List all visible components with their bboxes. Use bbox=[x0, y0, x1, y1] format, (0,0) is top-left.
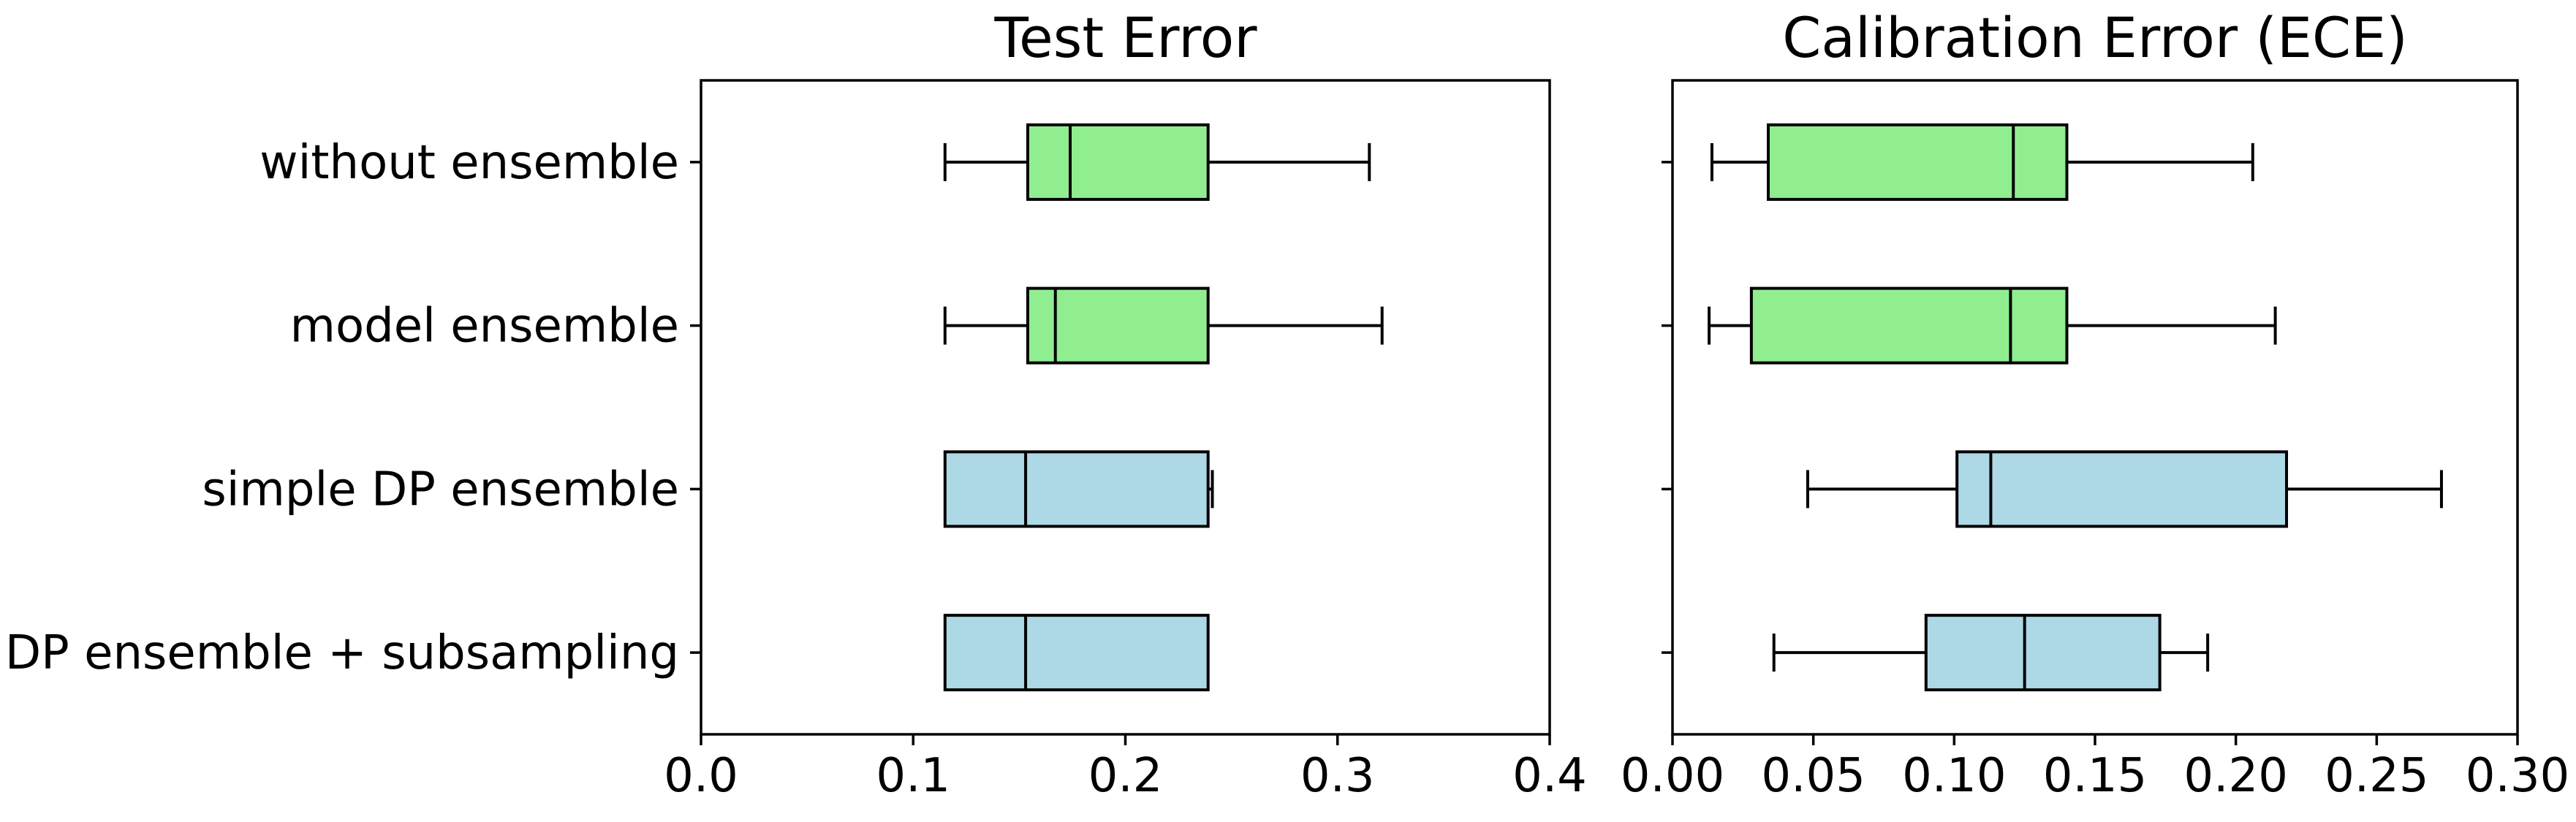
box bbox=[943, 614, 1210, 692]
box bbox=[1749, 286, 2069, 365]
x-tick-label: 0.3 bbox=[1300, 749, 1375, 803]
x-tick-label: 0.00 bbox=[1621, 749, 1725, 803]
x-tick-label: 0.05 bbox=[1761, 749, 1865, 803]
right-chart-title: Calibration Error (ECE) bbox=[1782, 5, 2408, 70]
box bbox=[1767, 123, 2069, 201]
x-tick-label: 0.30 bbox=[2466, 749, 2570, 803]
x-tick-label: 0.1 bbox=[876, 749, 950, 803]
x-tick-label: 0.2 bbox=[1088, 749, 1163, 803]
category-label: model ensemble bbox=[290, 300, 679, 354]
x-tick-label: 0.10 bbox=[1902, 749, 2007, 803]
x-tick-label: 0.25 bbox=[2325, 749, 2429, 803]
box bbox=[1955, 450, 2289, 528]
box bbox=[1026, 286, 1210, 365]
box bbox=[1924, 614, 2162, 692]
category-label: without ensemble bbox=[260, 136, 679, 190]
left-chart-title: Test Error bbox=[994, 5, 1257, 70]
category-label: DP ensemble + subsampling bbox=[5, 626, 679, 680]
x-tick-label: 0.0 bbox=[664, 749, 738, 803]
x-tick-label: 0.15 bbox=[2043, 749, 2148, 803]
x-tick-label: 0.20 bbox=[2183, 749, 2288, 803]
x-tick-label: 0.4 bbox=[1512, 749, 1587, 803]
category-label: simple DP ensemble bbox=[202, 463, 679, 517]
box bbox=[943, 450, 1210, 528]
box bbox=[1026, 123, 1210, 201]
